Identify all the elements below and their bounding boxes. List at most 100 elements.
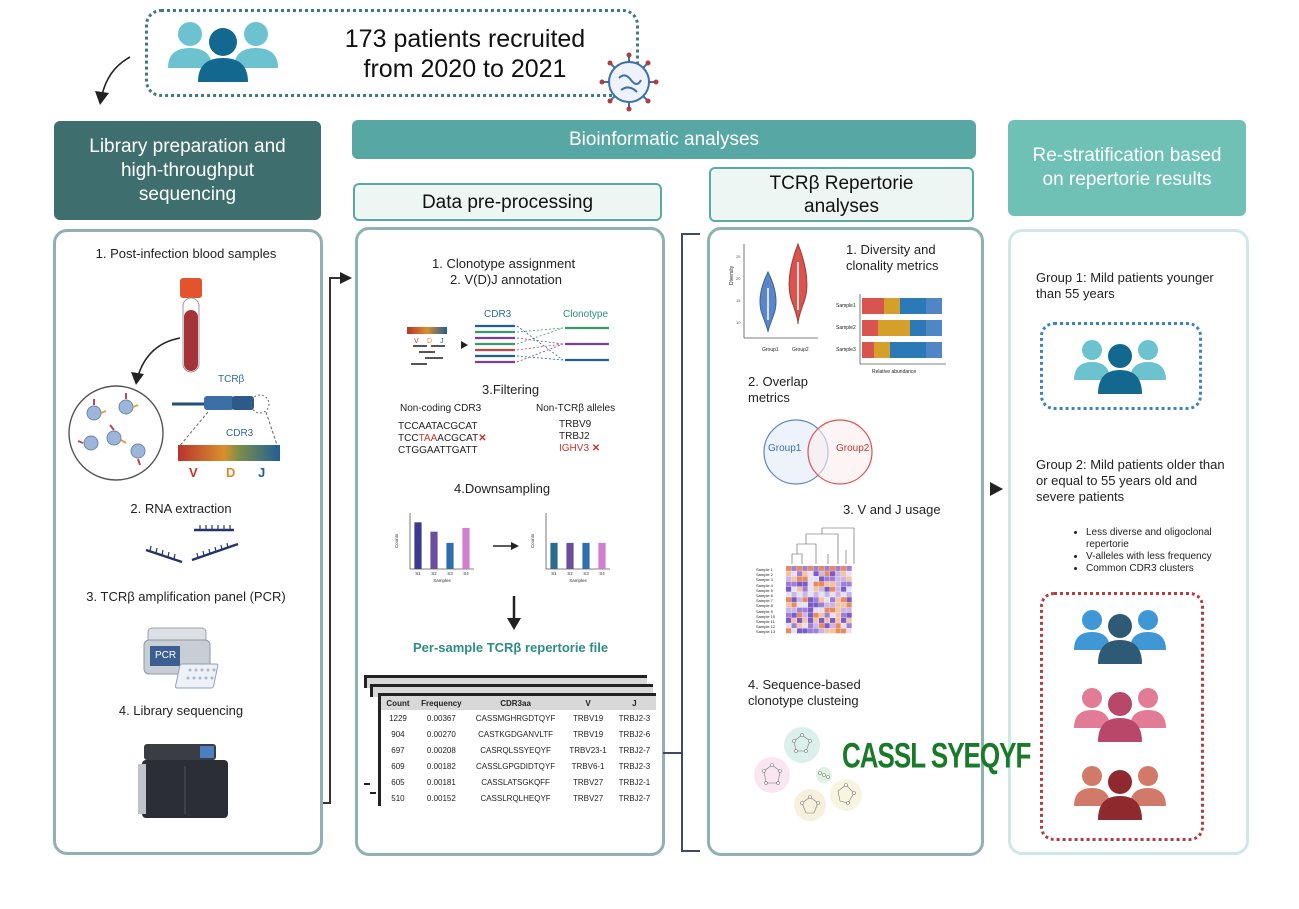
vj-heatmap: [786, 527, 855, 634]
v-label: V: [189, 465, 198, 480]
banner-line-1: 173 patients recruited: [344, 25, 586, 53]
before-tick-4: S4: [463, 571, 469, 576]
allele-2: TRBJ2: [559, 431, 590, 442]
group1-people-icon: [1074, 340, 1166, 394]
after-bar-1: [550, 542, 558, 569]
repertoire-table: Count Frequency CDR3aa V J 1229 0.00367 CASSMG…: [378, 693, 656, 806]
library-step-2: 2. RNA extraction: [130, 501, 232, 516]
before-tick-3: S3: [447, 571, 453, 576]
heatmap-row-label: Sample 5: [756, 587, 773, 593]
heatmap-row-label: Sample 2: [756, 572, 773, 578]
heatmap-row-label: Sample 13: [756, 629, 776, 635]
noncoding-bad-seq: TCCTAAACGCAT✕: [398, 433, 487, 444]
table-header-2: Frequency: [414, 696, 468, 710]
bar-sample-2: Sample2: [836, 325, 856, 331]
down-arrow: [507, 596, 521, 630]
noncoding-seq-2: CTGGAATTGATT: [398, 445, 478, 456]
overlap-title: 2. Overlap metrics: [748, 374, 808, 405]
table-cell: 605: [391, 777, 405, 787]
curved-arrow: [95, 56, 131, 105]
bar-sample-1: Sample1: [836, 303, 856, 309]
heatmap-row-label: Sample 6: [756, 592, 773, 598]
table-cell: TRBV27: [572, 793, 604, 803]
before-xlabel: Samples: [433, 578, 451, 583]
table-cell: 609: [391, 761, 405, 771]
allele-1: TRBV9: [559, 419, 592, 430]
table-row: 904 0.00270 CASTKGDGANVLTF TRBV19 TRBJ2-6: [381, 726, 656, 742]
downsampling-chart-after: S1 S2 S3 S4 Samples Counts: [530, 513, 610, 583]
library-step-3: 3. TCRβ amplification panel (PCR): [86, 589, 286, 604]
preprocessing-header: Data pre-processing: [353, 183, 662, 221]
library-step-1: 1. Post-infection blood samples: [95, 246, 277, 261]
stacked-bar-chart: [859, 294, 946, 365]
heatmap-row-label: Sample 10: [756, 613, 776, 619]
cluster-network: [754, 727, 862, 821]
group2-people-pink-icon: [1074, 688, 1166, 742]
blood-tube-icon: [180, 278, 202, 373]
venn-left-label: Group1: [768, 443, 802, 454]
group1-box: [1040, 322, 1202, 410]
pre-step-2: 2. V(D)J annotation: [450, 272, 563, 287]
after-tick-3: S3: [583, 571, 589, 576]
after-bar-2: [566, 542, 574, 569]
vdj-gradient-bar: [178, 445, 280, 461]
after-tick-1: S1: [551, 571, 557, 576]
table-cell: 510: [391, 793, 405, 803]
pre-step-1: 1. Clonotype assignment: [432, 256, 576, 271]
group1-text: Group 1: Mild patients younger than 55 y…: [1036, 270, 1214, 301]
table-cell: 904: [391, 729, 405, 739]
table-cell: CASSLATSGKQFF: [481, 777, 550, 787]
table-cell: CASSLGPGDIDTQYF: [476, 761, 556, 771]
cdr3-label: CDR3: [226, 428, 254, 439]
before-bar-3: [446, 542, 454, 569]
j-label: J: [258, 465, 266, 480]
banner-line-2: from 2020 to 2021: [363, 55, 567, 83]
mini-d: D: [427, 338, 433, 345]
after-bar-4: [598, 542, 606, 569]
table-cell: 697: [391, 745, 405, 755]
reject-icon: ✕: [478, 433, 487, 444]
clonotype-assignment-graphic: [411, 324, 609, 365]
table-header-4: V: [563, 696, 613, 710]
violin-group-1: Group1: [762, 347, 779, 353]
after-bar-3: [582, 542, 590, 569]
cdr3-col-label: CDR3: [484, 309, 512, 320]
filtering-title: 3.Filtering: [482, 382, 540, 397]
arrow-to-cells: [131, 337, 181, 385]
table-cell: TRBV19: [572, 729, 604, 739]
heatmap-row-label: Sample 11: [756, 618, 775, 624]
heatmap-row-labels: Sample 1 Sample 2 Sample 3 Sample 4 Sample 5…: [756, 567, 786, 634]
nontcrb-title: Non-TCRβ alleles: [536, 403, 616, 414]
table-cell: 0.00152: [426, 793, 456, 803]
after-xlabel: Samples: [569, 578, 587, 583]
noncoding-title: Non-coding CDR3: [400, 403, 482, 414]
downsampling-title: 4.Downsampling: [454, 481, 551, 496]
svg-text:20: 20: [736, 276, 741, 281]
after-tick-4: S4: [599, 571, 605, 576]
recruitment-banner: [145, 9, 639, 97]
tcrb-label: TCRβ: [218, 374, 245, 385]
table-header-5: J: [612, 696, 656, 710]
group2-bullets: Less diverse and oligoclonal repertorie …: [1072, 527, 1232, 575]
table-cell: 0.00182: [426, 761, 456, 771]
table-cell: TRBV6-1: [571, 761, 605, 771]
output-file-title: Per-sample TCRβ repertorie file: [413, 640, 609, 655]
vdj-mini-bar: [407, 327, 447, 334]
allele-bad: IGHV3 ✕: [559, 443, 601, 454]
heatmap-row-label: Sample 8: [756, 603, 773, 609]
svg-text:15: 15: [736, 298, 741, 303]
table-cell: TRBV23-1: [569, 745, 607, 755]
bar-sample-3: Sample3: [836, 347, 856, 353]
table-cell: TRBJ2-1: [618, 777, 651, 787]
table-cell: CASTKGDGANVLTF: [478, 729, 554, 739]
stack-mark-1: [364, 783, 370, 785]
heatmap-row-label: Sample 9: [756, 608, 773, 614]
mini-j: J: [440, 338, 444, 345]
reject-icon-2: ✕: [589, 443, 601, 454]
library-header: Library preparation and high-throughput …: [54, 121, 321, 220]
pcr-machine-icon: [143, 627, 219, 689]
table-header-1: Count: [381, 696, 415, 710]
clustering-title: 4. Sequence-based clonotype clusteing: [748, 677, 861, 708]
downsampling-arrow: [493, 542, 519, 550]
heatmap-row-label: Sample 1: [756, 567, 773, 572]
